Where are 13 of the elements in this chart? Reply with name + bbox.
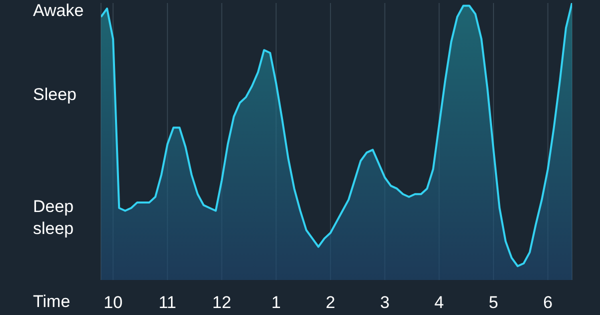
x-tick-label: 11 xyxy=(158,293,176,312)
x-tick-label: 3 xyxy=(380,293,390,312)
x-tick-label: 1 xyxy=(271,293,281,312)
text: Sleep xyxy=(33,84,78,106)
text: Awake xyxy=(33,0,85,22)
x-tick-label: 5 xyxy=(488,293,498,312)
x-tick-label: 10 xyxy=(104,293,123,312)
x-tick-label: 2 xyxy=(326,293,336,312)
text: Deep sleep xyxy=(33,196,75,240)
x-axis-title: Time xyxy=(33,292,70,312)
x-tick-label: 12 xyxy=(212,293,232,312)
x-tick-label: 6 xyxy=(543,293,553,312)
x-tick-label: 4 xyxy=(434,293,444,312)
